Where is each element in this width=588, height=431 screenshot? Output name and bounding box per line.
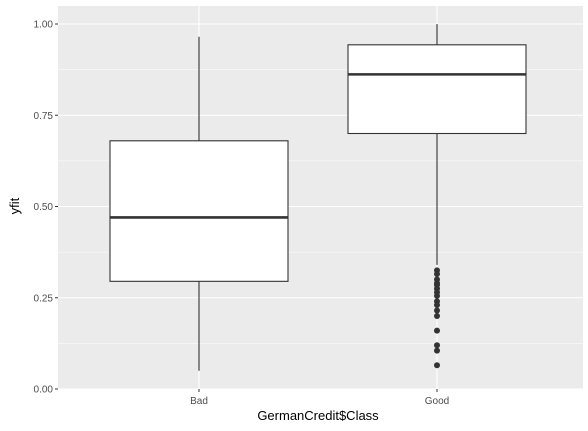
outlier-point [434,313,440,319]
outlier-point [434,302,440,309]
y-tick-label: 1.00 [34,20,54,31]
y-axis: 0.00 0.25 0.50 0.75 1.00 [34,20,58,396]
outlier-point [434,362,440,369]
y-tick-label: 0.25 [34,293,54,304]
x-axis-title: GermanCredit$Class [257,408,379,423]
outlier-point [434,327,440,334]
y-tick-label: 0.50 [34,202,54,213]
outlier-point [434,271,440,278]
x-tick-label: Good [425,396,449,407]
y-tick-label: 0.00 [34,385,54,396]
x-tick-label: Bad [190,396,208,407]
box-good [347,24,527,369]
outlier-point [434,307,440,314]
outlier-point [434,342,440,349]
outlier-point [434,292,440,299]
box-body [109,140,289,282]
y-tick-label: 0.75 [34,111,54,122]
outlier-point [434,347,440,354]
box-bad [109,36,289,371]
x-axis: Bad Good [190,389,449,407]
y-axis-title: yfit [7,197,22,214]
box-body [347,44,527,135]
boxes-layer [109,24,527,371]
